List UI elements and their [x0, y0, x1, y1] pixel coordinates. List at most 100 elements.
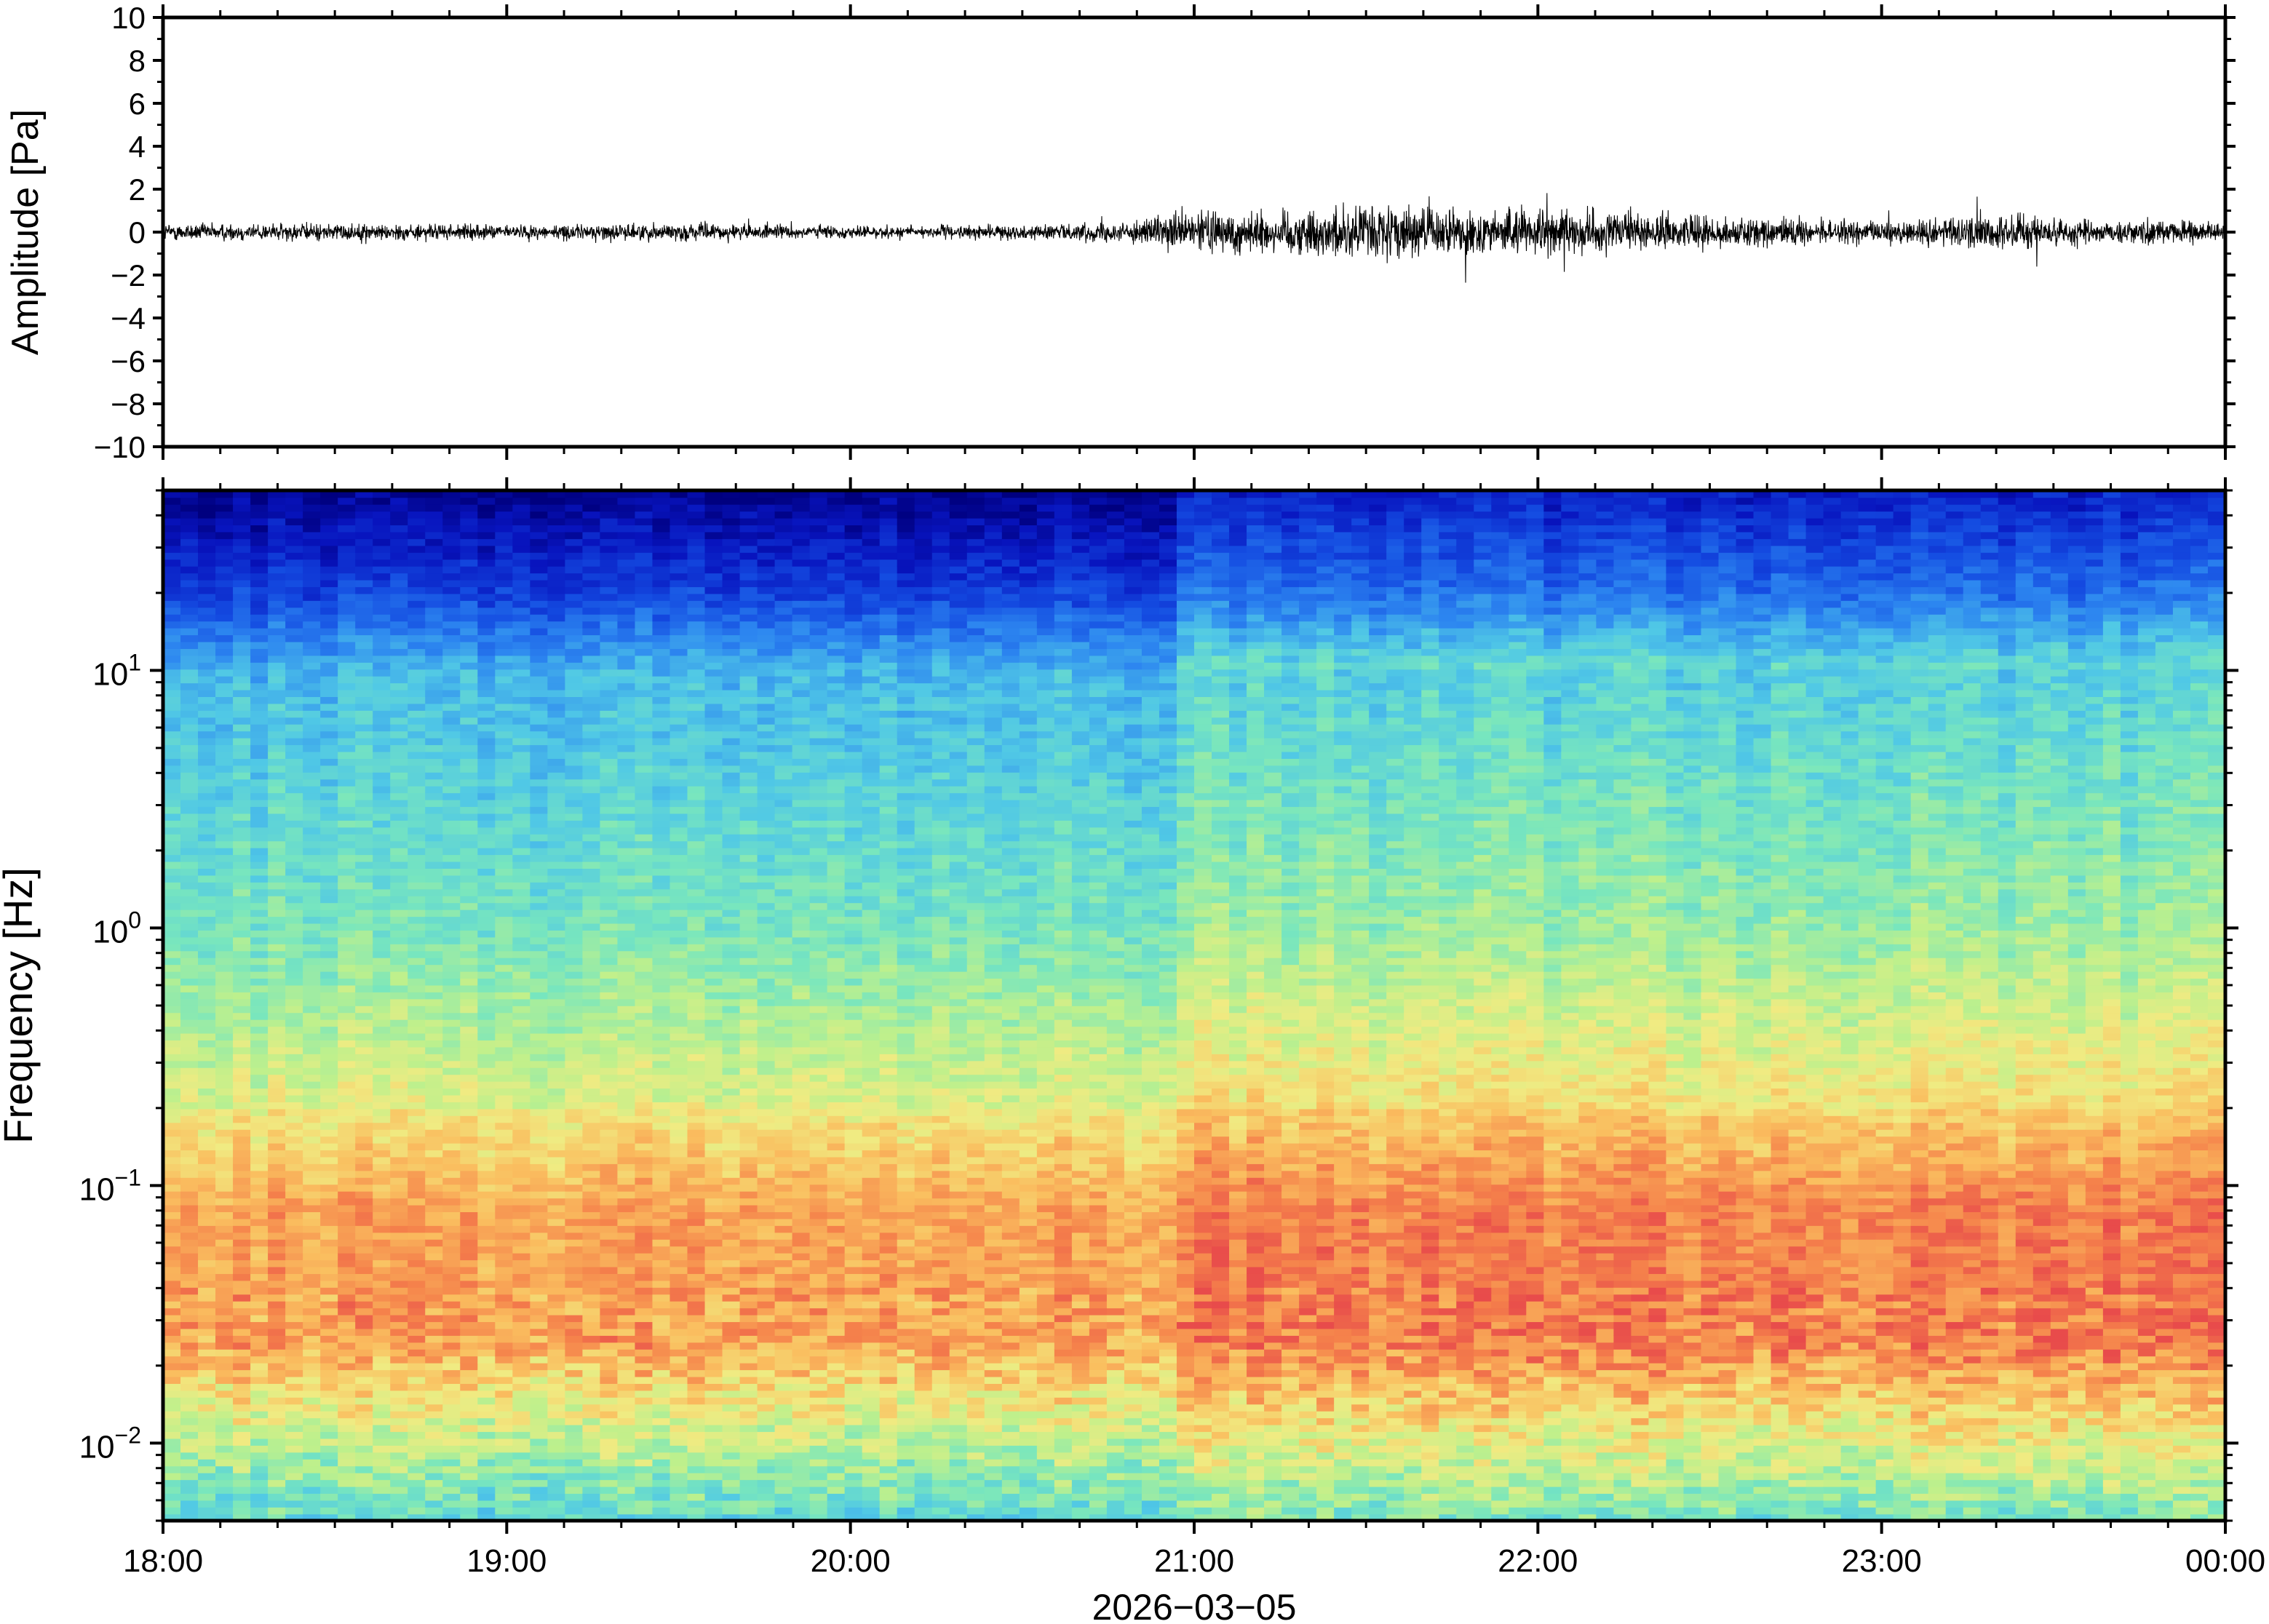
spectrogram-cell: [530, 964, 548, 971]
spectrogram-cell: [705, 1383, 723, 1390]
spectrogram-cell: [617, 511, 635, 518]
spectrogram-cell: [250, 1233, 269, 1240]
spectrogram-cell: [652, 511, 670, 518]
spectrogram-cell: [582, 1115, 600, 1123]
spectrogram-cell: [373, 504, 391, 512]
spectrogram-cell: [355, 1184, 373, 1191]
spectrogram-cell: [303, 971, 321, 979]
spectrogram-cell: [373, 1040, 391, 1047]
spectrogram-cell: [512, 656, 531, 663]
spectrogram-cell: [705, 786, 723, 793]
spectrogram-cell: [512, 1329, 531, 1336]
spectrogram-cell: [303, 958, 321, 965]
spectrogram-cell: [355, 992, 373, 999]
spectrogram-cell: [512, 848, 531, 855]
spectrogram-cell: [425, 1019, 443, 1027]
spectrogram-cell: [705, 656, 723, 663]
spectrogram-cell: [215, 1486, 234, 1494]
spectrogram-cell: [635, 628, 653, 635]
spectrogram-cell: [408, 1438, 426, 1446]
spectrogram-cell: [669, 1143, 688, 1150]
spectrogram-cell: [198, 820, 216, 827]
spectrogram-cell: [355, 1273, 373, 1281]
spectrogram-cell: [198, 1425, 216, 1432]
spectrogram-cell: [408, 834, 426, 841]
spectrogram-cell: [215, 662, 234, 669]
spectrogram-cell: [233, 806, 251, 813]
spectrogram-cell: [233, 511, 251, 518]
spectrogram-cell: [285, 504, 303, 512]
spectrogram-cell: [512, 752, 531, 759]
spectrogram-cell: [495, 1383, 513, 1390]
spectrogram-cell: [600, 1150, 618, 1157]
spectrogram-cell: [530, 497, 548, 504]
spectrogram-cell: [495, 1246, 513, 1253]
spectrogram-cell: [355, 1115, 373, 1123]
spectrogram-cell: [320, 813, 338, 821]
spectrogram-cell: [390, 1184, 408, 1191]
spectrogram-cell: [303, 1397, 321, 1404]
spectrogram-cell: [688, 1397, 706, 1404]
spectrogram-cell: [233, 1184, 251, 1191]
spectrogram-cell: [460, 806, 478, 813]
spectrogram-cell: [723, 1171, 741, 1178]
spectrogram-cell: [373, 772, 391, 779]
spectrogram-cell: [373, 1006, 391, 1013]
spectrogram-cell: [442, 992, 461, 999]
spectrogram-cell: [512, 676, 531, 683]
spectrogram-cell: [530, 634, 548, 642]
spectrogram-cell: [303, 999, 321, 1006]
spectrogram-cell: [565, 1012, 583, 1019]
spectrogram-cell: [705, 682, 723, 690]
spectrogram-cell: [442, 669, 461, 676]
spectrogram-cell: [390, 1452, 408, 1460]
spectrogram-cell: [390, 607, 408, 614]
spectrogram-cell: [617, 1061, 635, 1068]
spectrogram-cell: [723, 1267, 741, 1274]
spectrogram-cell: [617, 1273, 635, 1281]
spectrogram-cell: [688, 1287, 706, 1294]
spectrogram-cell: [635, 1129, 653, 1137]
spectrogram-cell: [635, 682, 653, 690]
spectrogram-cell: [373, 1321, 391, 1329]
spectrogram-cell: [163, 1390, 181, 1398]
spectrogram-cell: [600, 1012, 618, 1019]
spectrogram-cell: [547, 820, 565, 827]
spectrogram-cell: [705, 573, 723, 580]
spectrogram-cell: [250, 1425, 269, 1432]
spectrogram-cell: [547, 813, 565, 821]
spectrogram-cell: [442, 1417, 461, 1425]
spectrogram-cell: [215, 1363, 234, 1370]
spectrogram-cell: [477, 1383, 496, 1390]
spectrogram-cell: [285, 786, 303, 793]
spectrogram-cell: [582, 1184, 600, 1191]
spectrogram-cell: [163, 1061, 181, 1068]
spectrogram-cell: [215, 752, 234, 759]
spectrogram-cell: [408, 1459, 426, 1466]
spectrogram-cell: [180, 1157, 199, 1164]
spectrogram-cell: [512, 1163, 531, 1171]
spectrogram-cell: [582, 497, 600, 504]
spectrogram-cell: [582, 573, 600, 580]
spectrogram-cell: [355, 621, 373, 628]
spectrogram-cell: [408, 662, 426, 669]
spectrogram-cell: [215, 532, 234, 539]
spectrogram-cell: [390, 1267, 408, 1274]
spectrogram-cell: [373, 676, 391, 683]
spectrogram-cell: [250, 525, 269, 532]
spectrogram-cell: [477, 909, 496, 917]
spectrogram-cell: [530, 1122, 548, 1129]
spectrogram-cell: [163, 1294, 181, 1301]
spectrogram-cell: [512, 1473, 531, 1480]
spectrogram-cell: [669, 958, 688, 965]
spectrogram-cell: [442, 889, 461, 896]
spectrogram-cell: [669, 1452, 688, 1460]
spectrogram-cell: [338, 772, 356, 779]
spectrogram-cell: [320, 614, 338, 621]
spectrogram-cell: [250, 552, 269, 560]
spectrogram-cell: [460, 1459, 478, 1466]
spectrogram-cell: [547, 1047, 565, 1054]
spectrogram-cell: [355, 1267, 373, 1274]
spectrogram-cell: [565, 1225, 583, 1233]
spectrogram-cell: [600, 752, 618, 759]
